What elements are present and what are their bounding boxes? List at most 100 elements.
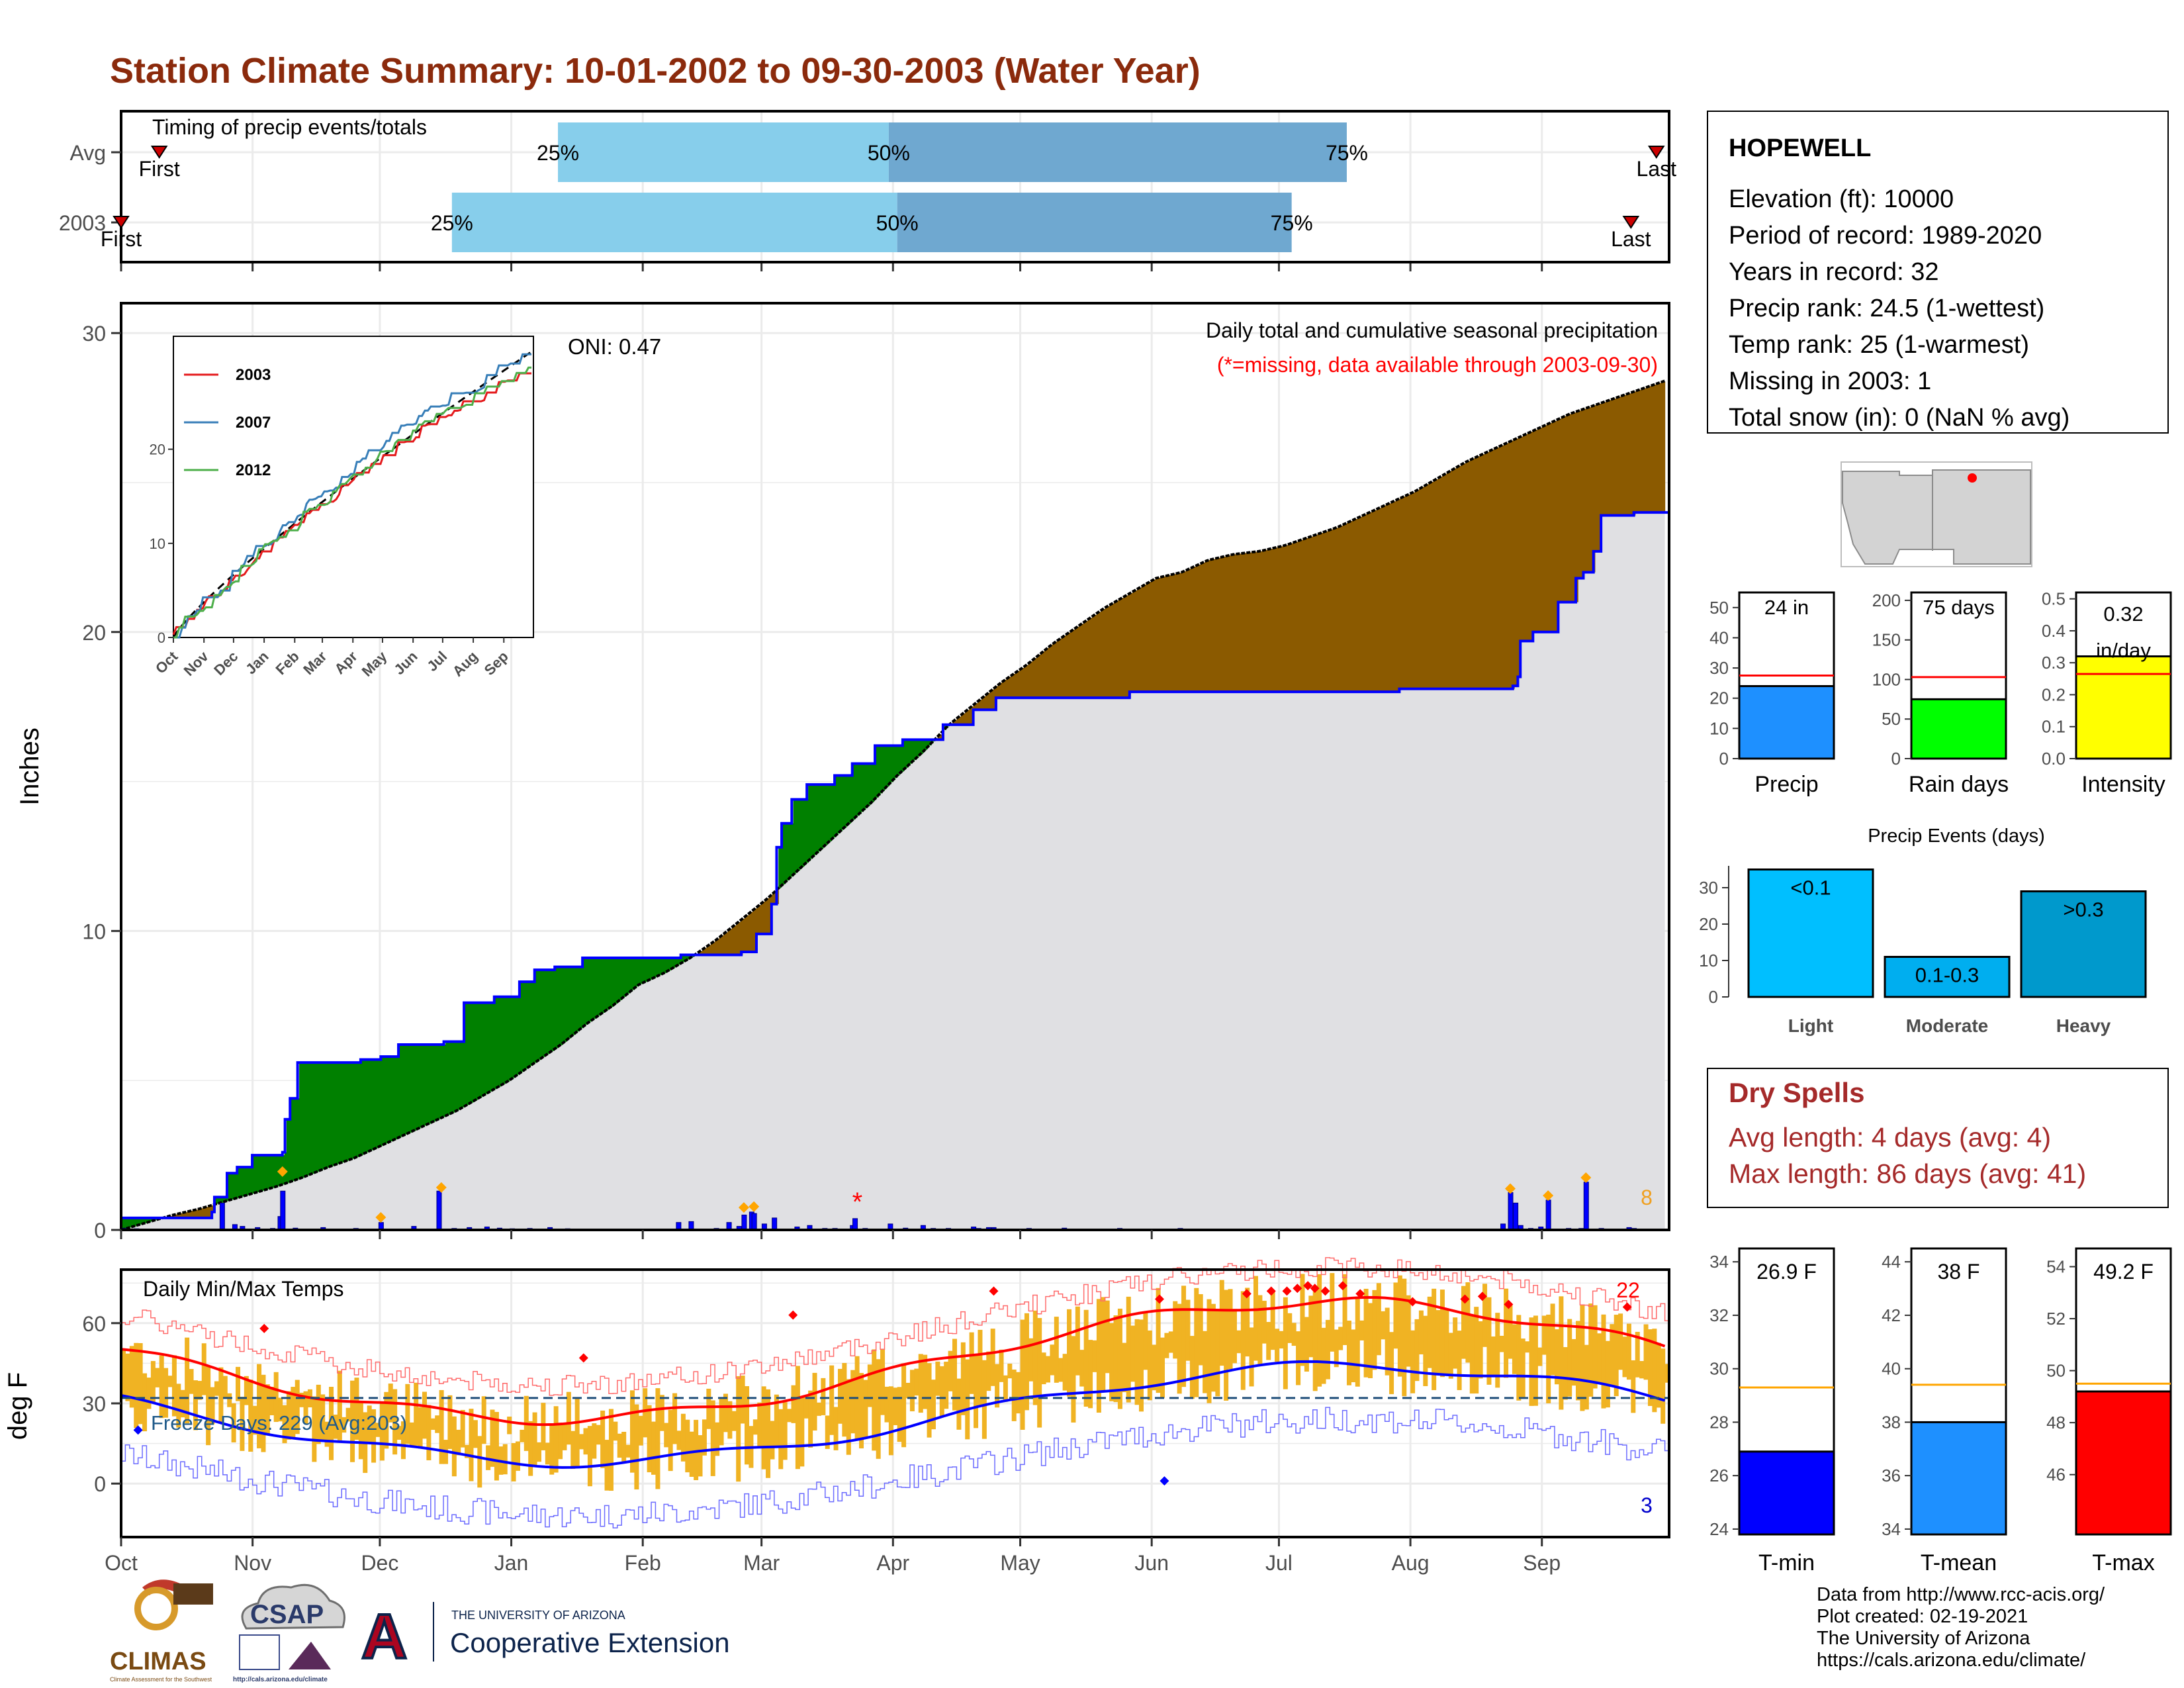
daily-temp-range-bar [1032,1310,1038,1405]
mini-bar-ytick-label: 50 [1709,598,1729,618]
daily-temp-range-bar [1546,1314,1551,1403]
average-min-temp-line [120,1360,1666,1469]
daily-temp-range-bar [731,1411,737,1431]
daily-temp-range-bar [1588,1303,1594,1397]
heavy-precip-marker [749,1201,760,1212]
temp-bar-ytick-label: 44 [1882,1252,1901,1272]
temp-bar-category-label: T-min [1758,1550,1815,1575]
daily-temp-range-bar [1592,1305,1598,1389]
mini-bar-ytick-label: 100 [1872,669,1901,689]
daily-temp-range-bar [740,1376,745,1424]
temp-bar-category-label: T-mean [1921,1550,1997,1575]
oni-label: ONI: 0.47 [568,334,661,359]
daily-precip-bar [1513,1202,1519,1231]
daily-temp-range-bar [1016,1372,1021,1414]
precip-events-ytick-label: 0 [1709,987,1718,1007]
temp-bar-ytick-label: 34 [1709,1252,1729,1272]
daily-temp-range-bar [1499,1335,1504,1352]
temp-bar-ytick-label: 52 [2046,1309,2066,1329]
daily-temp-range-bar [1096,1299,1101,1413]
daily-temp-range-bar [1164,1333,1169,1358]
daily-temp-range-bar [1584,1344,1589,1410]
daily-temp-range-bar [210,1387,215,1425]
inset-line-2003 [172,372,532,635]
station-info-frame [1707,111,2169,434]
daily-temp-range-bar [1550,1303,1555,1376]
daily-temp-range-bar [825,1415,830,1449]
daily-temp-range-bar [269,1387,275,1415]
daily-precip-bar [741,1214,747,1231]
daily-temp-range-bar [859,1373,864,1449]
daily-temp-range-bar [990,1329,995,1386]
daily-temp-range-bar [1580,1304,1585,1411]
ua-big-text: Cooperative Extension [450,1627,730,1658]
mini-bar-ytick-label: 0.4 [2042,621,2066,641]
daily-temp-range-bar [570,1430,576,1469]
daily-temp-range-bar [201,1343,206,1395]
daily-temp-range-bar [545,1442,550,1465]
hot-days-count: 22 [1616,1278,1640,1302]
daily-temp-range-bar [923,1354,928,1409]
first-event-marker [150,146,168,159]
ua-cooperative-extension-logo: A THE UNIVERSITY OF ARIZONA Cooperative … [360,1600,730,1673]
station-info-line: Temp rank: 25 (1-warmest) [1729,331,2029,359]
daily-temp-range-bar [715,1422,720,1456]
mini-bar-ytick-label: 0 [1891,749,1901,769]
daily-temp-range-bar [1092,1340,1097,1372]
daily-temp-range-bar [257,1364,262,1448]
daily-temp-range-bar [1028,1338,1034,1382]
daily-temp-range-bar [1075,1306,1080,1376]
daily-temp-range-bar [502,1444,508,1475]
heavy-event-count: 8 [1641,1186,1653,1209]
daily-temp-range-bar [1147,1330,1152,1401]
daily-temp-range-bar [1210,1303,1216,1392]
daily-temp-range-bar [341,1417,347,1433]
daily-temp-range-bar [1631,1360,1636,1413]
daily-temp-range-bar [727,1401,733,1439]
daily-temp-range-bar [1406,1295,1411,1367]
daily-temp-range-bar [694,1419,699,1481]
mini-bar-ytick-label: 0.3 [2042,653,2066,673]
average-max-temp-line [120,1295,1666,1427]
daily-temp-range-bar [1393,1282,1398,1349]
daily-temp-range-bar [1105,1300,1110,1374]
daily-temp-range-bar [897,1387,902,1442]
daily-temp-range-bar [702,1419,707,1456]
daily-temp-range-bar [1071,1336,1076,1423]
daily-temp-range-bar [1308,1295,1314,1358]
daily-temp-range-bar [430,1418,435,1430]
daily-temp-range-bar [974,1355,979,1429]
daily-temp-range-bar [138,1343,143,1425]
daily-temp-range-bar [1359,1320,1365,1340]
daily-temp-range-bar [1185,1299,1191,1361]
temp-bar-ytick-label: 42 [1882,1305,1901,1325]
record-high-marker [1355,1289,1365,1299]
daily-temp-range-bar [745,1386,750,1465]
record-low-line [121,1407,1669,1528]
footer-line-2: Plot created: 02-19-2021 [1817,1606,2028,1627]
daily-temp-range-bar [375,1423,381,1437]
daily-temp-range-bar [358,1402,363,1460]
record-high-marker [1282,1286,1292,1296]
daily-temp-range-bar [1435,1310,1441,1375]
daily-temp-range-bar [634,1404,639,1490]
daily-temp-range-bar [1610,1324,1615,1386]
precip-events-ytick-label: 20 [1699,914,1718,934]
daily-temp-range-bar [481,1396,486,1444]
daily-temp-range-bar [1224,1289,1229,1401]
daily-temp-range-bar [515,1441,520,1471]
daily-temp-range-bar [189,1369,194,1394]
station-info-line: Years in record: 32 [1729,258,1939,286]
daily-temp-range-bar [244,1376,249,1405]
daily-temp-range-bar [1461,1286,1467,1359]
daily-temp-range-bar [129,1346,134,1408]
mini-bar-ytick-label: 200 [1872,590,1901,610]
daily-temp-range-bar [1410,1330,1416,1393]
first-event-label: First [139,157,180,181]
daily-temp-range-bar [1504,1288,1509,1378]
daily-temp-range-bar [1439,1289,1445,1378]
cold-days-count: 3 [1641,1493,1653,1517]
daily-temp-range-bar [833,1407,839,1450]
dry-spells-avg: Avg length: 4 days (avg: 4) [1729,1122,2051,1152]
month-tick-label: Nov [234,1551,271,1575]
